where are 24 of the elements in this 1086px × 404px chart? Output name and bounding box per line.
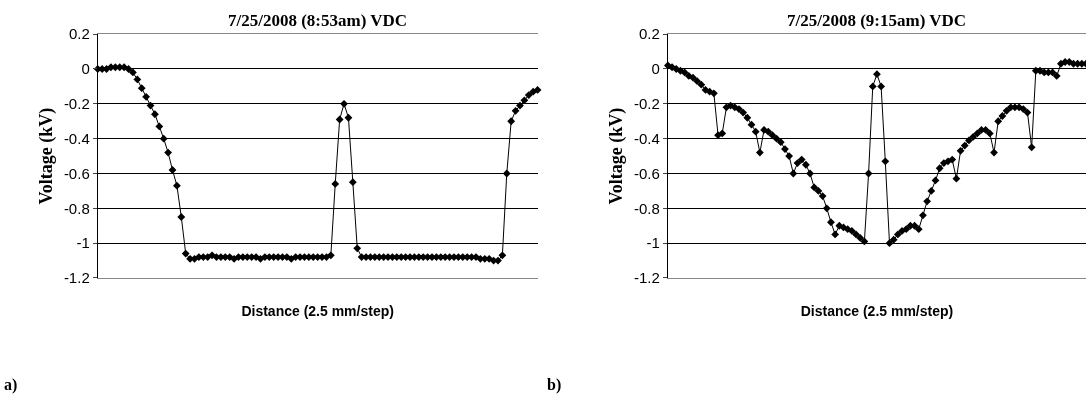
y-tick-label: -1 (76, 234, 90, 252)
chart-title: 7/25/2008 (9:15am) VDC (787, 11, 967, 30)
y-tick-label: -0.6 (63, 164, 90, 182)
y-axis-title: Voltage (kV) (606, 107, 628, 205)
y-tick-label: -1 (646, 234, 660, 252)
text: b) (547, 376, 562, 394)
y-tick-label: -0.8 (634, 199, 660, 217)
y-tick-label: 0.2 (68, 25, 90, 43)
y-tick-label: -1.2 (634, 269, 660, 287)
y-tick-label: 0.2 (639, 25, 660, 43)
text: a) (4, 376, 18, 394)
y-tick-label: -0.4 (63, 129, 90, 147)
y-tick-label: -0.2 (63, 95, 90, 113)
y-axis-title: Voltage (kV) (36, 107, 58, 205)
x-axis-title: Distance (2.5 mm/step) (800, 303, 954, 320)
y-tick-label: -0.4 (634, 129, 660, 147)
y-tick-label: 0 (81, 60, 90, 78)
y-tick-label: -1.2 (63, 269, 90, 287)
y-tick-label: -0.2 (634, 95, 660, 113)
chart-title: 7/25/2008 (8:53am) VDC (228, 11, 408, 30)
y-tick-label: -0.6 (634, 164, 660, 182)
x-axis-title: Distance (2.5 mm/step) (241, 303, 394, 320)
y-tick-label: -0.8 (63, 199, 90, 217)
y-tick-label: 0 (651, 60, 660, 78)
